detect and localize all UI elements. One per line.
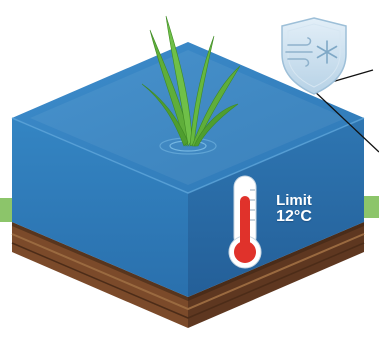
limit-word: Limit <box>276 192 312 209</box>
limit-value: 12°C <box>276 207 312 225</box>
temperature-limit-label: Limit 12°C <box>262 193 326 226</box>
rice-seedling-icon <box>141 15 241 147</box>
soil-layers <box>11 222 365 328</box>
thermometer-icon <box>228 175 262 269</box>
shield-snowflake-wind-icon <box>281 17 347 95</box>
snowflake-icon <box>316 40 338 64</box>
